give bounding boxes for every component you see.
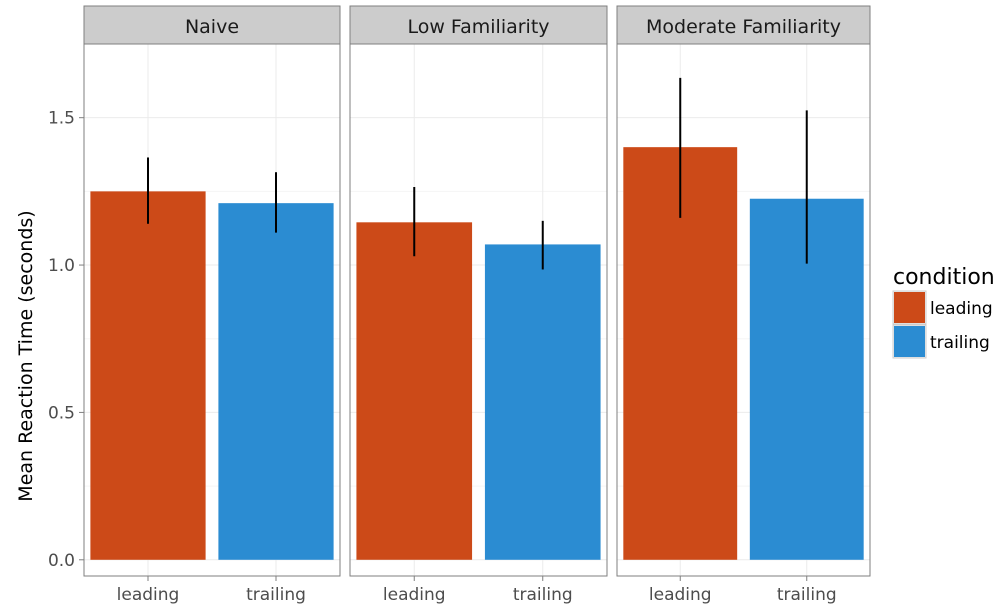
legend-swatch	[894, 292, 925, 323]
bar-leading	[356, 222, 473, 560]
x-tick-label: trailing	[777, 585, 837, 605]
y-tick-label: 1.0	[48, 256, 75, 276]
legend-label: leading	[930, 299, 993, 319]
panel-border	[616, 43, 871, 577]
y-tick-label: 0.0	[48, 551, 75, 571]
y-tick-label: 1.5	[48, 109, 75, 129]
legend-item-trailing: trailing	[892, 324, 990, 359]
facet-strip	[83, 5, 341, 45]
y-axis-title: Mean Reaction Time (seconds)	[15, 210, 37, 501]
facet-title: Moderate Familiarity	[646, 16, 841, 38]
x-tick-label: leading	[383, 585, 446, 605]
panel-border	[349, 43, 608, 577]
legend-title: condition	[893, 265, 995, 290]
x-tick-label: trailing	[246, 585, 306, 605]
y-tick-label: 0.5	[48, 403, 75, 423]
bar-trailing	[484, 244, 601, 560]
facet-title: Low Familiarity	[407, 16, 549, 38]
panel-border	[83, 43, 341, 577]
x-tick-label: leading	[117, 585, 180, 605]
facet-strip	[616, 5, 871, 45]
legend-swatch	[894, 326, 925, 357]
legend-item-leading: leading	[892, 290, 993, 325]
facet-strip	[349, 5, 608, 45]
bar-trailing	[218, 203, 334, 560]
facet-panel: Low Familiarity leading trailing	[349, 5, 608, 605]
y-axis-ticks: 0.0 0.5 1.0 1.5	[48, 109, 84, 571]
facet-panels: Naive leading trailing Low Familiarity leadi…	[83, 5, 871, 605]
bar-leading	[90, 191, 206, 560]
legend: condition leading trailing	[892, 265, 995, 359]
legend-label: trailing	[930, 333, 990, 353]
facet-panel: Naive leading trailing	[83, 5, 341, 605]
facet-title: Naive	[185, 16, 239, 38]
x-tick-label: leading	[649, 585, 712, 605]
facet-panel: Moderate Familiarity leading trailing	[616, 5, 871, 605]
x-tick-label: trailing	[513, 585, 573, 605]
